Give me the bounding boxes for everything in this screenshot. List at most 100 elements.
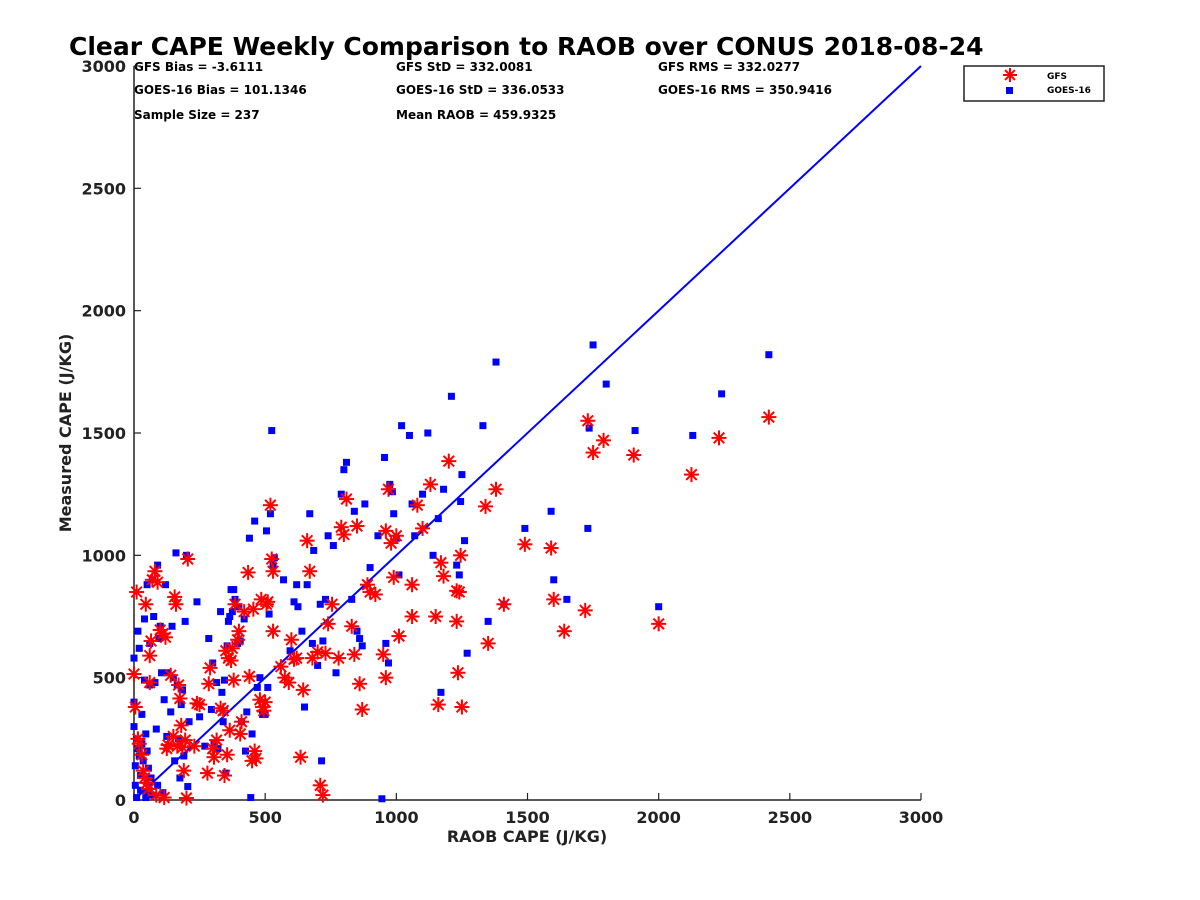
gfs-point: [761, 409, 777, 425]
goes16-point: [585, 424, 593, 432]
goes16-point: [765, 351, 773, 359]
goes16-point: [437, 688, 445, 696]
goes16-point: [243, 708, 251, 716]
goes16-point: [217, 608, 225, 616]
gfs-point: [386, 569, 402, 585]
gfs-point: [186, 738, 202, 754]
gfs-point: [147, 563, 163, 579]
goes16-point: [447, 392, 455, 400]
goes16-point: [134, 745, 142, 753]
goes16-point: [175, 735, 183, 743]
gfs-point: [222, 722, 238, 738]
goes16-point: [172, 549, 180, 557]
gfs-point: [176, 763, 192, 779]
gfs-point: [219, 747, 235, 763]
gfs-point: [546, 591, 562, 607]
goes16-point: [358, 642, 366, 650]
goes16-point: [133, 794, 141, 802]
goes16-point: [374, 532, 382, 540]
gfs-point: [126, 666, 142, 682]
goes16-point: [256, 674, 264, 682]
legend-gfs-marker: [1003, 68, 1017, 82]
goes16-point: [219, 718, 227, 726]
goes16-point: [177, 701, 185, 709]
x-tick-label: 1000: [374, 808, 419, 827]
gfs-point: [223, 653, 239, 669]
gfs-point: [293, 749, 309, 765]
goes16-point: [226, 613, 234, 620]
goes16-point: [440, 485, 448, 493]
goes16-point: [584, 524, 592, 532]
gfs-point: [577, 602, 593, 618]
goes16-point: [301, 703, 309, 711]
gfs-point: [352, 676, 368, 692]
goes16-point: [308, 639, 316, 647]
gfs-point: [192, 697, 208, 713]
goes16-point: [340, 466, 348, 474]
goes16-point: [550, 576, 558, 584]
goes16-point: [184, 783, 192, 791]
gfs-point: [543, 540, 559, 556]
goes16-point: [253, 683, 261, 691]
gfs-point: [651, 616, 667, 632]
goes16-point: [154, 781, 162, 789]
gfs-point: [178, 790, 194, 806]
gfs-point: [409, 497, 425, 513]
goes16-point: [342, 458, 350, 466]
gfs-point: [318, 645, 334, 661]
goes16-point: [182, 551, 190, 559]
goes16-point: [171, 757, 179, 765]
goes16-point: [319, 637, 327, 645]
gfs-point: [127, 699, 143, 715]
goes16-point: [221, 676, 229, 684]
gfs-point: [134, 747, 150, 763]
gfs-point: [129, 584, 145, 600]
goes16-point: [268, 427, 276, 435]
goes16-point: [461, 537, 469, 545]
goes16-point: [318, 757, 326, 765]
goes16-point: [230, 586, 238, 594]
gfs-point: [299, 533, 315, 549]
goes16-point: [484, 617, 492, 625]
goes16-point: [138, 710, 146, 718]
gfs-point: [172, 690, 188, 706]
goes16-point: [205, 635, 213, 643]
x-axis-label: RAOB CAPE (J/KG): [447, 827, 607, 846]
gfs-point: [380, 481, 396, 497]
goes16-point: [245, 534, 253, 542]
goes16-point: [306, 510, 314, 518]
gfs-point: [281, 675, 297, 691]
goes16-point: [290, 598, 298, 606]
goes16-point: [137, 772, 145, 780]
goes16-point: [458, 471, 466, 479]
goes16-point: [390, 510, 398, 518]
goes16-point: [366, 564, 374, 572]
goes16-point: [655, 603, 663, 611]
gfs-point: [163, 667, 179, 683]
gfs-point: [346, 646, 362, 662]
goes16-point: [316, 600, 324, 608]
gfs-point: [451, 584, 467, 600]
gfs-point: [157, 629, 173, 645]
stat-goes-bias: GOES-16 Bias = 101.1346: [134, 83, 307, 97]
legend-box: [963, 65, 1105, 102]
y-tick-label: 1000: [81, 546, 126, 565]
goes16-point: [137, 786, 145, 794]
y-tick-label: 3000: [81, 57, 126, 76]
goes16-point: [185, 718, 193, 726]
legend-goes16-marker: [1006, 87, 1013, 94]
gfs-point: [177, 732, 193, 748]
goes16-point: [293, 581, 301, 589]
goes16-point: [131, 762, 139, 770]
gfs-point: [415, 520, 431, 536]
x-ticks: 0 500 1000 1500 2000 2500 3000: [128, 793, 943, 827]
gfs-point: [315, 787, 331, 803]
goes16-point: [135, 644, 143, 652]
goes16-point: [159, 789, 167, 797]
goes16-point: [388, 488, 396, 496]
gfs-point: [354, 701, 370, 717]
goes16-point: [160, 696, 168, 704]
legend: GFS GOES-16: [963, 65, 1105, 102]
gfs-point: [580, 413, 596, 429]
goes16-point: [247, 794, 255, 802]
